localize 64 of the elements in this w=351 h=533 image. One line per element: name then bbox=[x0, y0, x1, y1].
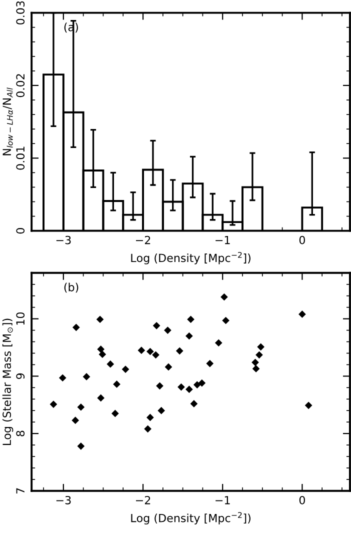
point bbox=[122, 366, 130, 373]
point bbox=[72, 324, 80, 332]
x-axis-title: Log (Density [Mpc$^{−2}$]) bbox=[131, 512, 250, 524]
point bbox=[198, 379, 206, 387]
annotation: (b) bbox=[64, 282, 78, 293]
y-axis-title: Log (Stellar Mass [M$_{⊙}$]) bbox=[2, 318, 14, 445]
y-tick-label: 7 bbox=[16, 488, 24, 494]
point bbox=[58, 374, 66, 382]
point bbox=[186, 332, 193, 340]
y-tick-label: 0.02 bbox=[16, 74, 25, 98]
point bbox=[186, 386, 193, 394]
point bbox=[206, 360, 214, 368]
point bbox=[187, 316, 194, 324]
point bbox=[214, 339, 222, 347]
point bbox=[113, 380, 120, 388]
point bbox=[298, 310, 306, 318]
point bbox=[178, 383, 185, 391]
point bbox=[111, 410, 119, 418]
point bbox=[97, 346, 105, 353]
y-tick-label: 0.01 bbox=[16, 146, 25, 170]
point bbox=[50, 400, 58, 408]
x-tick-label: −2 bbox=[136, 236, 150, 244]
point bbox=[164, 363, 172, 371]
point bbox=[190, 400, 198, 408]
point bbox=[164, 326, 172, 334]
point bbox=[144, 425, 152, 433]
y-tick-label: 0 bbox=[16, 228, 25, 234]
point bbox=[158, 406, 165, 414]
y-tick-label: 10 bbox=[16, 312, 25, 325]
point bbox=[77, 442, 85, 450]
point bbox=[176, 347, 184, 355]
point bbox=[96, 316, 104, 324]
y-tick-label: 0.03 bbox=[16, 1, 25, 24]
point bbox=[222, 316, 230, 324]
point bbox=[156, 382, 164, 390]
point bbox=[220, 293, 228, 301]
point bbox=[77, 403, 85, 411]
point bbox=[304, 402, 312, 410]
point bbox=[152, 322, 160, 330]
point bbox=[146, 414, 154, 422]
x-tick-label: −3 bbox=[56, 496, 71, 504]
point bbox=[193, 381, 201, 388]
point bbox=[72, 416, 80, 424]
x-axis-title: Log (Density [Mpc$^{−2}$]) bbox=[131, 252, 250, 264]
point bbox=[138, 346, 146, 354]
x-tick-label: −1 bbox=[216, 236, 230, 244]
point bbox=[97, 394, 105, 402]
x-tick-label: −1 bbox=[216, 496, 230, 504]
point bbox=[257, 343, 264, 351]
x-tick-label: −3 bbox=[56, 236, 71, 244]
point bbox=[152, 351, 160, 359]
point bbox=[82, 373, 90, 380]
point bbox=[106, 360, 114, 368]
point bbox=[146, 348, 154, 356]
point bbox=[98, 350, 106, 358]
y-tick-label: 8 bbox=[16, 430, 25, 436]
y-axis-title: N$_{low−LHα}$/N$_{All}$ bbox=[2, 88, 13, 156]
x-tick-label: 0 bbox=[299, 496, 305, 504]
point bbox=[252, 358, 259, 366]
x-tick-label: −2 bbox=[136, 496, 150, 504]
point bbox=[252, 365, 260, 372]
x-tick-label: 0 bbox=[299, 236, 305, 244]
point bbox=[256, 351, 263, 359]
y-tick-label: 9 bbox=[16, 373, 25, 379]
